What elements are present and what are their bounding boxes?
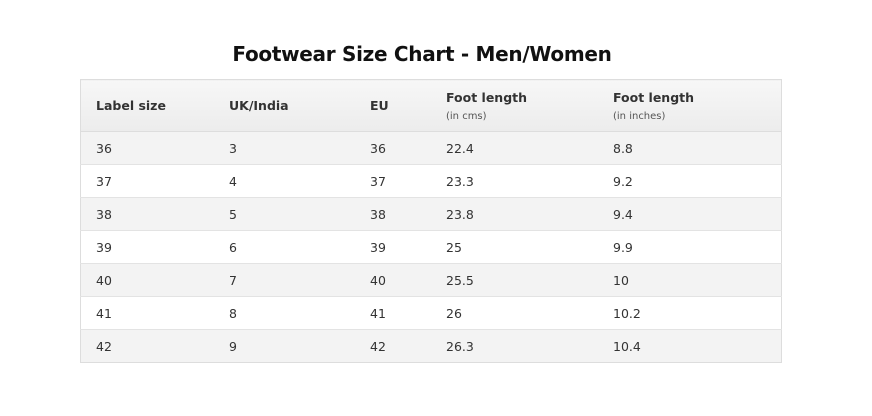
table-body: 36 3 36 22.4 8.8 37 4 37 23.3 9.2 38 5 38 23.8 9.4 39 6 3…: [80, 131, 782, 363]
table-cell: 22.4: [446, 131, 613, 165]
table-cell: 23.3: [446, 164, 613, 198]
table-cell: 25: [446, 230, 613, 264]
table-cell: 10.2: [613, 296, 782, 330]
table-cell: 5: [229, 197, 370, 231]
table-cell: 25.5: [446, 263, 613, 297]
table-cell: 42: [80, 329, 229, 363]
table-cell: 3: [229, 131, 370, 165]
table-cell: 40: [80, 263, 229, 297]
table-cell: 38: [370, 197, 446, 231]
table-cell: 26.3: [446, 329, 613, 363]
table-cell: 39: [80, 230, 229, 264]
header-label: Label size: [96, 98, 166, 113]
table-cell: 9.9: [613, 230, 782, 264]
column-header: Label size: [80, 79, 229, 132]
table-row: 37 4 37 23.3 9.2: [80, 164, 782, 198]
table-cell: 8.8: [613, 131, 782, 165]
header-label: Foot length: [613, 89, 695, 105]
header-label: Foot length: [446, 89, 528, 105]
table-row: 39 6 39 25 9.9: [80, 230, 782, 264]
table-cell: 39: [370, 230, 446, 264]
table-row: 42 9 42 26.3 10.4: [80, 329, 782, 363]
table-row: 41 8 41 26 10.2: [80, 296, 782, 330]
table-cell: 40: [370, 263, 446, 297]
table-cell: 4: [229, 164, 370, 198]
page-title: Footwear Size Chart - Men/Women: [232, 42, 612, 66]
table-cell: 9.4: [613, 197, 782, 231]
table-cell: 41: [80, 296, 229, 330]
table-cell: 8: [229, 296, 370, 330]
header-unit: (in cms): [446, 110, 487, 122]
column-header: Foot length (in inches): [613, 79, 782, 132]
table-cell: 23.8: [446, 197, 613, 231]
table-row: 40 7 40 25.5 10: [80, 263, 782, 297]
table-cell: 26: [446, 296, 613, 330]
table-cell: 41: [370, 296, 446, 330]
column-header: Foot length (in cms): [446, 79, 613, 132]
table-cell: 36: [370, 131, 446, 165]
column-header: UK/India: [229, 79, 370, 132]
table-cell: 7: [229, 263, 370, 297]
table-cell: 9.2: [613, 164, 782, 198]
table-cell: 42: [370, 329, 446, 363]
table-row: 38 5 38 23.8 9.4: [80, 197, 782, 231]
table-row: 36 3 36 22.4 8.8: [80, 131, 782, 165]
header-label: UK/India: [229, 98, 289, 113]
table-cell: 37: [370, 164, 446, 198]
table-cell: 37: [80, 164, 229, 198]
table-cell: 6: [229, 230, 370, 264]
table-cell: 9: [229, 329, 370, 363]
table-cell: 10.4: [613, 329, 782, 363]
table-cell: 36: [80, 131, 229, 165]
column-header: EU: [370, 79, 446, 132]
header-label: EU: [370, 98, 389, 113]
header-unit: (in inches): [613, 110, 666, 122]
table-cell: 38: [80, 197, 229, 231]
table-cell: 10: [613, 263, 782, 297]
header-row: Label size UK/India EU Foot length (in cms) F…: [80, 79, 782, 132]
size-chart-table: Label size UK/India EU Foot length (in cms) F…: [80, 79, 782, 363]
